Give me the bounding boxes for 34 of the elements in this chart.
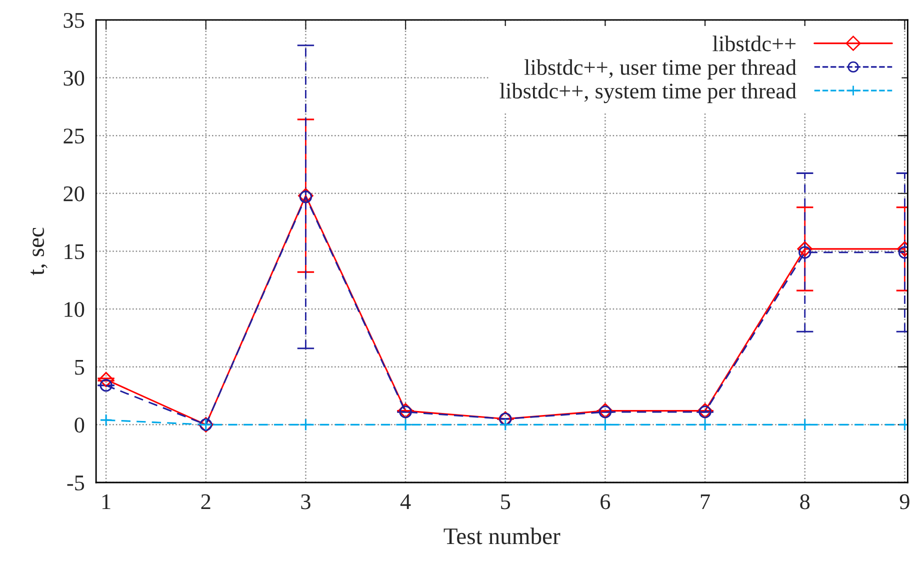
legend-label: libstdc++, user time per thread xyxy=(524,59,796,80)
point xyxy=(100,414,112,426)
x-tick-label: 5 xyxy=(501,494,510,510)
y-tick-label: 0 xyxy=(74,418,84,433)
y-tick-label: 5 xyxy=(75,360,84,375)
point xyxy=(798,418,812,431)
point xyxy=(798,246,812,259)
y-tick-label: 35 xyxy=(64,12,84,28)
point xyxy=(598,418,612,431)
x-tick-label: 3 xyxy=(301,494,310,510)
legend-label: libstdc++, system time per thread xyxy=(500,82,796,104)
legend-label: libstdc++ xyxy=(712,36,796,52)
y-tick-label: 30 xyxy=(64,70,84,86)
point xyxy=(299,418,312,431)
x-tick-label: 4 xyxy=(400,494,411,510)
y-tick-label: 10 xyxy=(64,302,84,317)
x-tick-label: 1 xyxy=(102,494,110,510)
point xyxy=(399,418,412,431)
point xyxy=(698,418,712,431)
y-tick-label: 25 xyxy=(64,128,84,144)
y-tick-label: 20 xyxy=(64,186,84,202)
point xyxy=(100,379,112,392)
point xyxy=(499,418,512,431)
point xyxy=(98,372,114,388)
x-tick-label: 2 xyxy=(201,494,210,510)
x-tick-label: 6 xyxy=(600,494,610,510)
x-tick-label: 7 xyxy=(700,494,710,510)
y-axis-title: t, sec xyxy=(30,228,48,276)
y-tick-label: -5 xyxy=(67,476,84,490)
y-tick-label: 15 xyxy=(64,244,84,260)
x-axis-title: Test number xyxy=(444,528,560,544)
x-tick-label: 8 xyxy=(800,494,810,510)
x-tick-label: 9 xyxy=(900,494,910,510)
point xyxy=(797,241,812,257)
